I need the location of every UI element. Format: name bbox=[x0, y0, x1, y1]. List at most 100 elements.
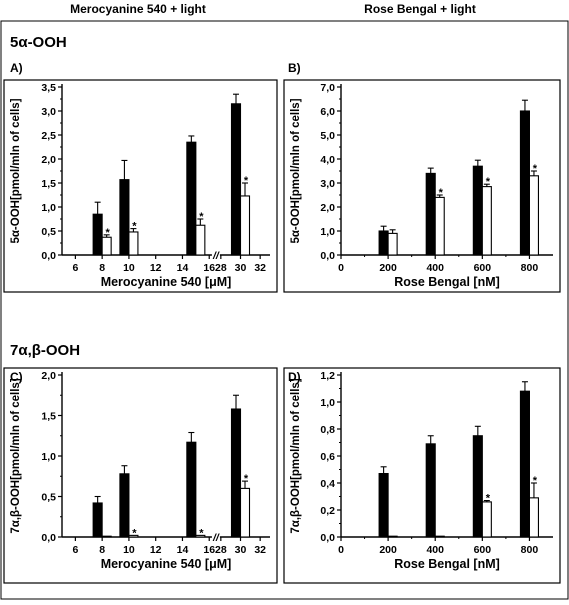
panel-d-x-axis-title: Rose Bengal [nM] bbox=[394, 557, 500, 571]
panel-a-x-tick-label: 30 bbox=[235, 262, 247, 274]
panel-c-y-tick-label: 0,0 bbox=[41, 532, 56, 544]
panel-c-y-tick-label: 1,0 bbox=[41, 451, 56, 463]
panel-c-x-axis-title: Merocyanine 540 [μM] bbox=[101, 557, 232, 571]
panel-label-c: C) bbox=[10, 370, 23, 384]
panel-c-bar-treated bbox=[230, 408, 242, 538]
panel-b-bar-control bbox=[528, 175, 539, 256]
panel-a: 0,0 0,5 1,0 1,5 2,0 2,5 3,0 3,5 // 6 8 10 12 14 16 28 30… bbox=[3, 79, 278, 293]
panel-c-x-tick-label: 12 bbox=[150, 544, 162, 556]
panel-a-y-tick-label: 3,0 bbox=[41, 106, 56, 118]
panel-a-bar-treated bbox=[119, 179, 130, 256]
panel-b-bar-treated bbox=[472, 165, 483, 256]
panel-c-y-tick-label: 0,5 bbox=[41, 492, 56, 504]
panel-b-significance-star: * bbox=[486, 176, 491, 188]
panel-c-y-tick-label: 1,5 bbox=[41, 411, 56, 423]
panel-b-bar-control bbox=[387, 232, 398, 256]
panel-c-y-axis-title: 7α,β-OOH[pmol/mln of cells] bbox=[10, 378, 22, 533]
panel-b-y-tick-label: 7,0 bbox=[320, 82, 335, 94]
panel-b-x-tick-label: 200 bbox=[379, 262, 397, 274]
panel-b-bar-control bbox=[434, 196, 445, 256]
panel-b-x-tick-label: 0 bbox=[338, 262, 344, 274]
panel-a-x-tick-label: 8 bbox=[99, 262, 105, 274]
panel-a-y-tick-label: 0,0 bbox=[41, 250, 56, 262]
panel-c-x-tick-label: 16 bbox=[203, 544, 215, 556]
panel-b-y-tick-label: 6,0 bbox=[320, 106, 335, 118]
panel-b-y-tick-label: 0,0 bbox=[320, 250, 335, 262]
panel-a-x-tick-label: 6 bbox=[72, 262, 78, 274]
panel-b-x-tick-label: 600 bbox=[474, 262, 492, 274]
panel-d-bar-treated bbox=[519, 390, 530, 538]
panel-d-y-tick-label: 0,4 bbox=[320, 478, 335, 490]
panel-c-y-tick-label: 2,0 bbox=[41, 370, 56, 382]
panel-a-y-tick-label: 2,5 bbox=[41, 130, 56, 142]
panel-d-bar-control bbox=[481, 501, 492, 538]
panel-b-bar-treated bbox=[425, 172, 436, 256]
panel-d-y-tick-label: 0,2 bbox=[320, 505, 335, 517]
panel-b-y-axis-title: 5α-OOH[pmol/mln of cells] bbox=[290, 98, 302, 243]
panel-c-x-tick-label: 6 bbox=[72, 544, 78, 556]
panel-c-x-tick-label: 32 bbox=[254, 544, 266, 556]
panel-c: 0,0 0,5 1,0 1,5 2,0 // 6 8 10 12 14 16 28 30 32 Merocya… bbox=[3, 367, 278, 584]
panel-d-y-tick-label: 1,2 bbox=[320, 370, 335, 382]
panel-c-bar-treated bbox=[92, 502, 103, 538]
panel-d-y-tick-label: 0,6 bbox=[320, 451, 335, 463]
panel-d-y-tick-label: 1,0 bbox=[320, 397, 335, 409]
panel-a-significance-star: * bbox=[132, 221, 137, 233]
left-column-heading: Merocyanine 540 + light bbox=[70, 2, 206, 16]
panel-c-bar-treated bbox=[186, 441, 197, 538]
panel-d-bar-treated bbox=[472, 435, 483, 538]
panel-c-x-tick-label: 28 bbox=[215, 544, 227, 556]
panel-label-d: D) bbox=[288, 370, 301, 384]
figure-frame bbox=[0, 20, 569, 600]
panel-c-bar-control bbox=[101, 535, 112, 538]
panel-d: 0,0 0,2 0,4 0,6 0,8 1,0 1,2 0 200 400 600 800 Rose B… bbox=[283, 367, 561, 584]
panel-b-significance-star: * bbox=[533, 163, 538, 175]
panel-a-y-tick-label: 0,5 bbox=[41, 226, 56, 238]
panel-c-bar-control bbox=[128, 534, 139, 538]
panel-b-bar-control bbox=[481, 186, 492, 256]
panel-a-significance-star: * bbox=[106, 227, 111, 239]
panel-a-x-tick-label: 10 bbox=[123, 262, 135, 274]
panel-d-significance-star: * bbox=[486, 493, 491, 505]
panel-d-y-tick-label: 0,0 bbox=[320, 532, 335, 544]
panel-c-axis-break: // bbox=[212, 532, 220, 544]
panel-d-significance-star: * bbox=[533, 475, 538, 487]
right-column-heading: Rose Bengal + light bbox=[364, 2, 476, 16]
panel-d-bar-control bbox=[387, 535, 398, 538]
panel-a-x-tick-label: 12 bbox=[150, 262, 162, 274]
panel-a-axis-break: // bbox=[212, 250, 220, 262]
panel-a-y-tick-label: 3,5 bbox=[41, 82, 56, 94]
panel-a-frame bbox=[3, 79, 278, 293]
panel-c-x-tick-label: 14 bbox=[177, 544, 189, 556]
panel-b-frame bbox=[283, 79, 561, 293]
panel-d-bar-control bbox=[528, 497, 539, 538]
panel-c-significance-star: * bbox=[244, 473, 249, 485]
panel-b-y-tick-label: 1,0 bbox=[320, 226, 335, 238]
panel-a-y-tick-label: 2,0 bbox=[41, 154, 56, 166]
panel-b-y-tick-label: 5,0 bbox=[320, 130, 335, 142]
panel-a-x-tick-label: 16 bbox=[203, 262, 215, 274]
panel-a-bar-treated bbox=[92, 213, 103, 256]
panel-b-x-axis-title: Rose Bengal [nM] bbox=[394, 275, 500, 289]
panel-label-a: A) bbox=[10, 61, 23, 75]
panel-a-bar-control bbox=[239, 195, 251, 256]
panel-a-bar-control bbox=[195, 224, 206, 256]
panel-b-significance-star: * bbox=[439, 187, 444, 199]
panel-d-x-tick-label: 600 bbox=[474, 544, 492, 556]
panel-label-b: B) bbox=[288, 61, 301, 75]
panel-a-x-tick-label: 14 bbox=[177, 262, 189, 274]
panel-b: 0,0 1,0 2,0 3,0 4,0 5,0 6,0 7,0 0 200 400 600 800 Ros… bbox=[283, 79, 561, 293]
panel-b-bar-treated bbox=[378, 230, 389, 256]
panel-d-bar-treated bbox=[425, 443, 436, 538]
panel-a-bar-treated bbox=[186, 141, 197, 256]
panel-d-bar-control bbox=[434, 535, 445, 538]
panel-d-x-tick-label: 200 bbox=[379, 544, 397, 556]
panel-d-x-tick-label: 800 bbox=[521, 544, 539, 556]
panel-c-significance-star: * bbox=[132, 527, 137, 539]
panel-b-y-tick-label: 4,0 bbox=[320, 154, 335, 166]
panel-a-significance-star: * bbox=[244, 175, 249, 187]
panel-b-x-tick-label: 400 bbox=[426, 262, 444, 274]
panel-b-y-tick-label: 3,0 bbox=[320, 178, 335, 190]
